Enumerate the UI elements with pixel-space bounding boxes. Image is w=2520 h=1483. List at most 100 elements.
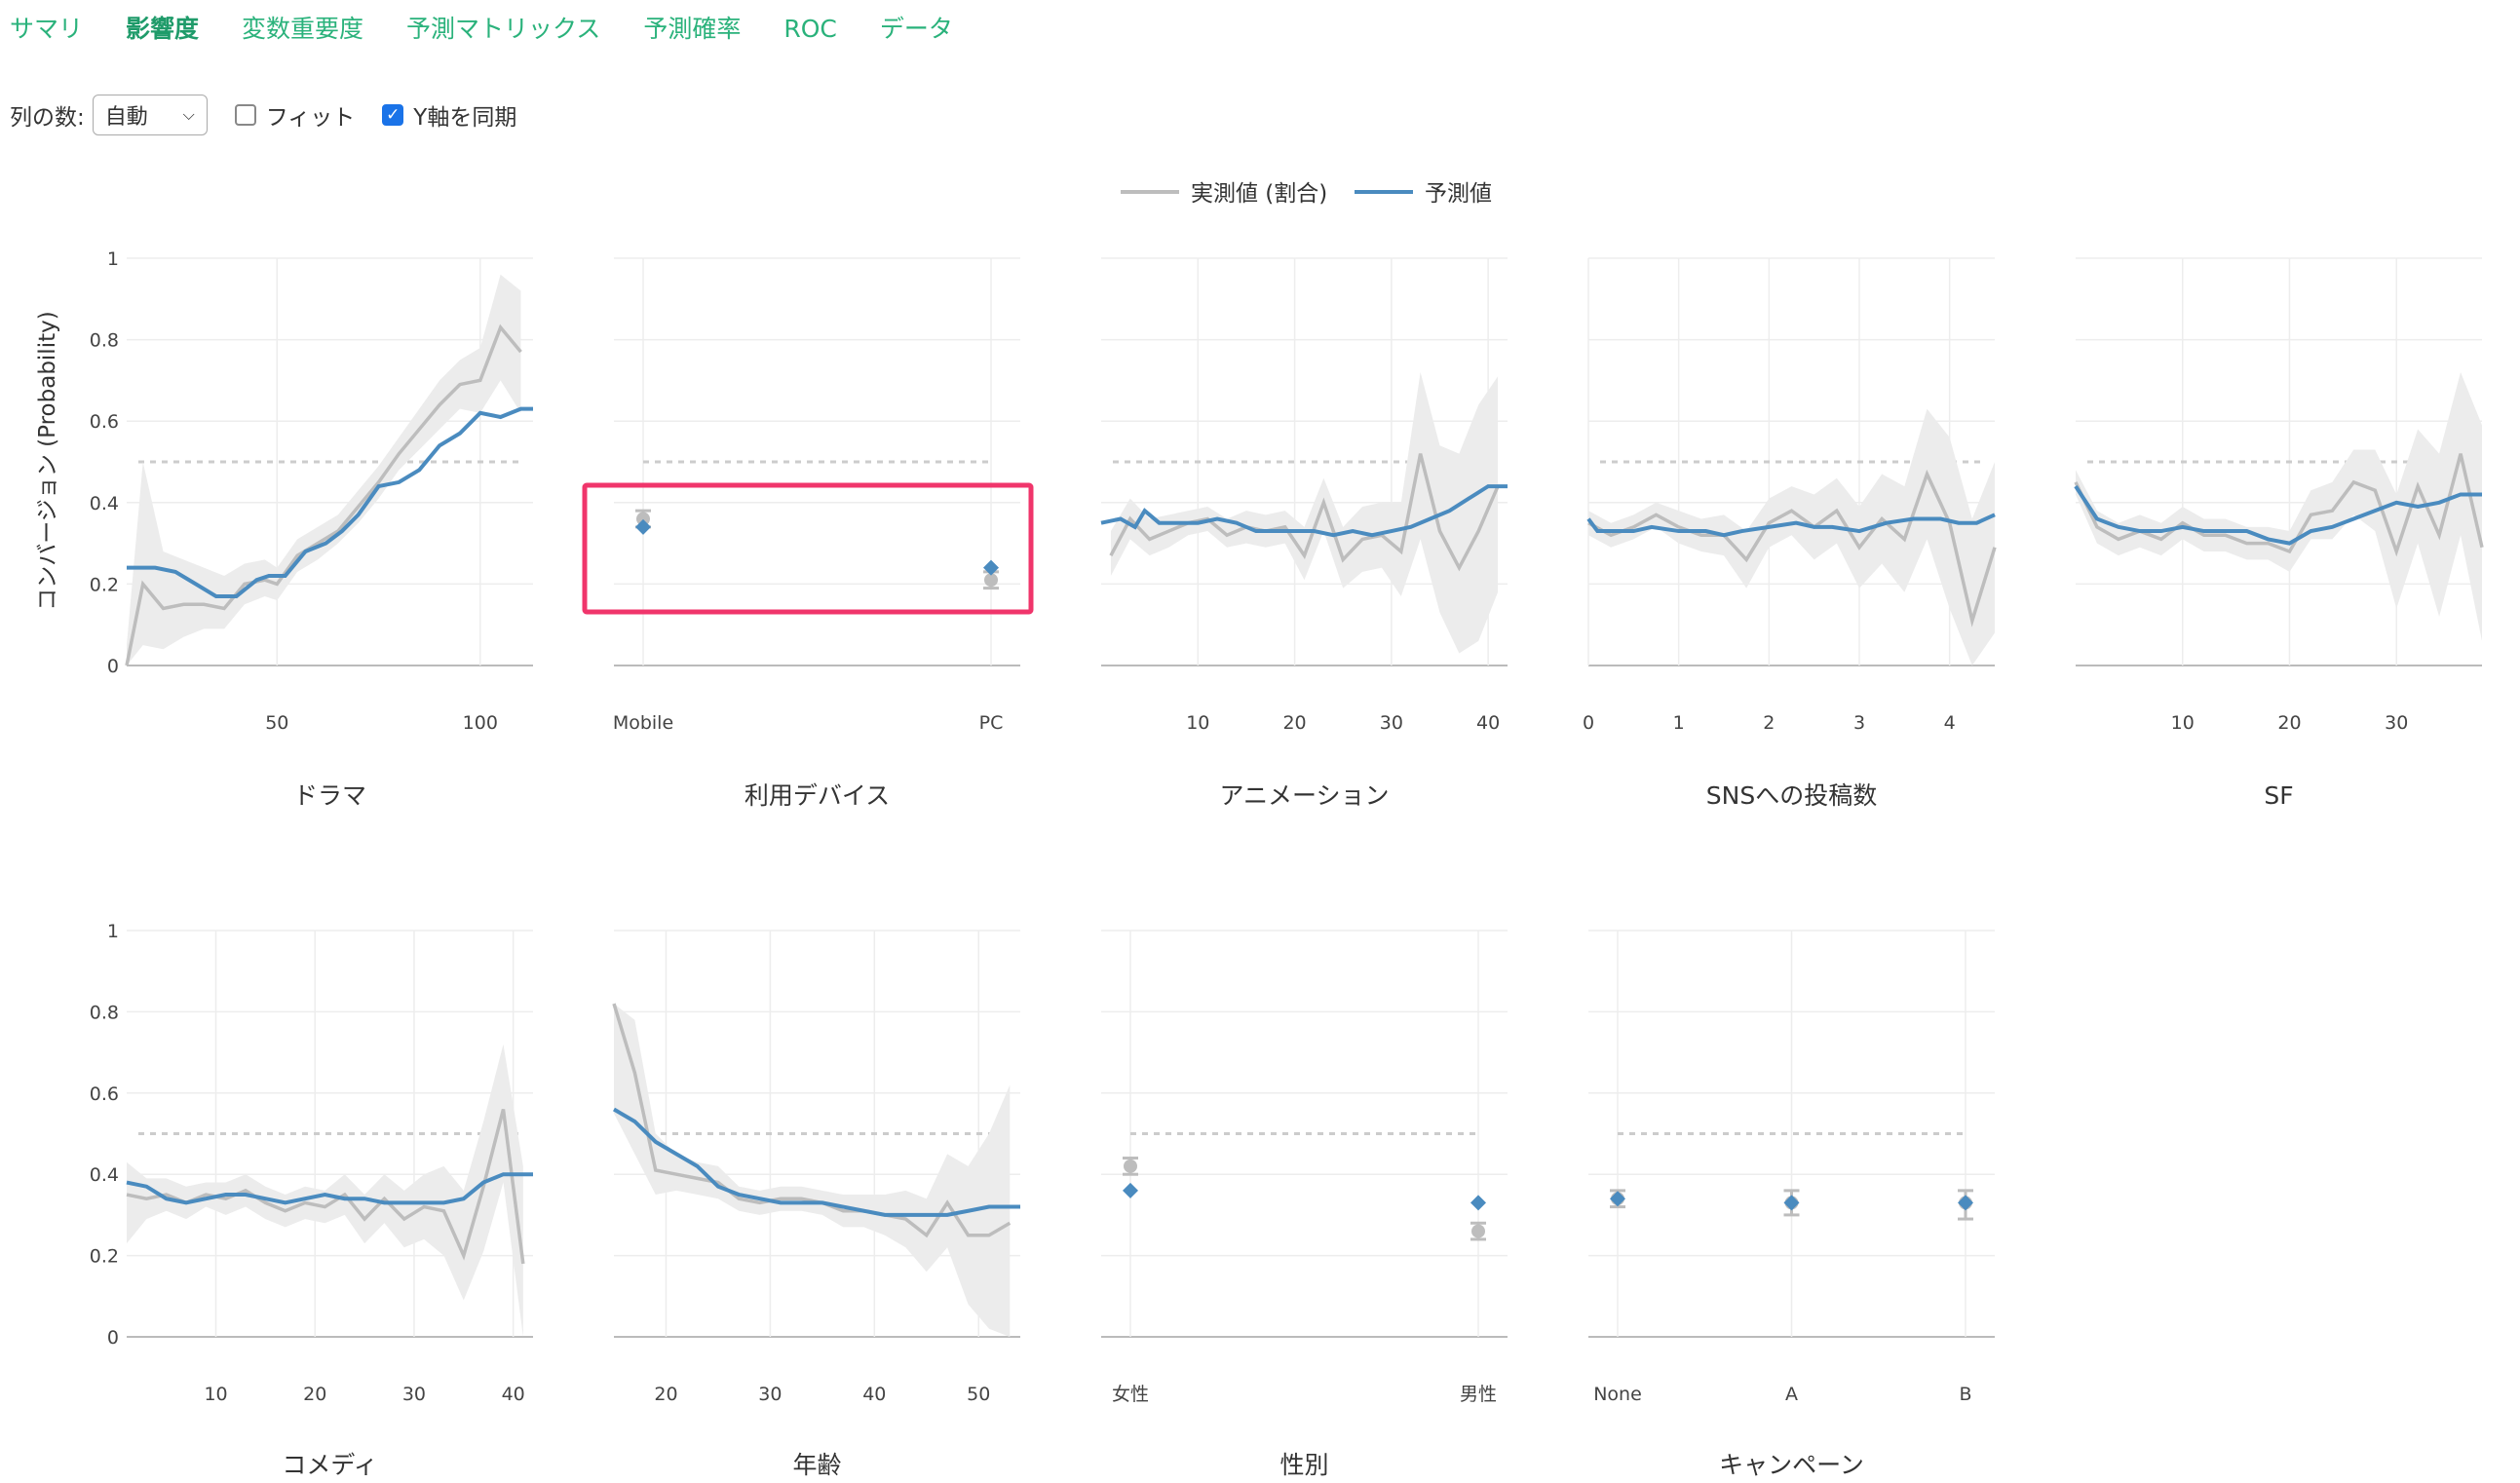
x-tick-label: 50 [265, 712, 288, 734]
series-predicted [1586, 513, 1996, 538]
y-tick-label: 0.2 [90, 1246, 119, 1268]
panel-title: 利用デバイス [745, 781, 890, 810]
chevron-down-icon: ⌵ [182, 105, 195, 124]
tab-data[interactable]: データ [879, 15, 953, 43]
y-tick-label: 0.6 [90, 411, 119, 433]
predicted-point [1958, 1195, 1973, 1211]
x-tick-label: PC [979, 712, 1004, 734]
panel-title: キャンペーン [1719, 1451, 1864, 1479]
confidence-band [614, 1004, 1011, 1337]
y-tick-label: 0 [107, 656, 119, 677]
y-tick-label: 0.8 [90, 330, 119, 352]
columns-select-value: 自動 [104, 105, 148, 130]
y-tick-label: 0.8 [90, 1002, 119, 1023]
panel-1: 0 0.2 0.4 0.6 0.8 1 50 100 ドラマ [90, 248, 533, 810]
confidence-band [1588, 408, 1995, 665]
series-actual [1587, 469, 1997, 627]
x-tick-label: 50 [967, 1384, 990, 1405]
series-predicted [2074, 484, 2482, 546]
panel-title: 性別 [1279, 1451, 1328, 1479]
x-tick-label: 20 [2277, 712, 2301, 734]
panel-9: None A B キャンペーン [1588, 930, 1995, 1479]
x-tick-label: A [1785, 1384, 1798, 1405]
x-tick-label: 40 [1476, 712, 1500, 734]
x-tick-label: 男性 [1460, 1384, 1497, 1405]
x-tick-label: 1 [1673, 712, 1685, 734]
tab-bar: サマリ 影響度 変数重要度 予測マトリックス 予測確率 ROC データ [0, 10, 986, 49]
confidence-band [127, 1044, 523, 1337]
highlight-box [582, 482, 1034, 615]
y-tick-label: 1 [107, 248, 119, 270]
series-actual [612, 1003, 1012, 1238]
panel-title: SF [2264, 781, 2293, 810]
y-tick-label: 0.2 [90, 574, 119, 595]
predicted-point [1783, 1195, 1800, 1211]
x-tick-label: 30 [1380, 712, 1403, 734]
y-tick-label: 1 [107, 921, 119, 942]
tab-roc[interactable]: ROC [783, 15, 837, 43]
panel-2: Mobile PC 利用デバイス [582, 257, 1034, 810]
panel-3: 10 20 30 40 アニメーション [1100, 257, 1508, 810]
x-tick-label: 10 [204, 1384, 227, 1405]
tab-prediction-probability[interactable]: 予測確率 [643, 15, 742, 43]
x-tick-label: 0 [1583, 712, 1594, 734]
series-predicted [126, 1172, 533, 1205]
x-tick-label: 30 [758, 1384, 782, 1405]
legend-label: 予測値 [1425, 181, 1492, 207]
x-tick-label: 30 [2385, 712, 2408, 734]
x-tick-label: Mobile [613, 712, 673, 734]
sync-y-checkbox[interactable]: ✓ Y軸を同期 [382, 98, 516, 132]
y-axis-title: コンバージョン (Probability) [35, 311, 60, 610]
y-tick-label: 0.6 [90, 1084, 119, 1105]
series-actual [125, 323, 522, 666]
actual-point [1124, 1159, 1137, 1173]
panel-title: SNSへの投稿数 [1706, 781, 1877, 810]
actual-point [1471, 1224, 1485, 1238]
panel-title: コメディ [282, 1451, 377, 1479]
fit-checkbox-box[interactable] [234, 104, 256, 126]
panel-title: ドラマ [293, 781, 366, 810]
tab-summary[interactable]: サマリ [10, 15, 84, 43]
predicted-point [1123, 1182, 1138, 1198]
y-tick-label: 0.4 [90, 1164, 119, 1186]
fit-checkbox[interactable]: フィット [234, 98, 356, 132]
tab-impact[interactable]: 影響度 [126, 15, 200, 43]
legend-label: 実測値 (割合) [1191, 181, 1327, 207]
tab-prediction-matrix[interactable]: 予測マトリックス [406, 15, 601, 43]
x-tick-label: None [1593, 1384, 1642, 1405]
x-tick-label: 20 [654, 1384, 677, 1405]
x-tick-label: B [1959, 1384, 1971, 1405]
sync-y-checkbox-box[interactable]: ✓ [382, 104, 404, 126]
x-tick-label: 20 [303, 1384, 326, 1405]
x-tick-label: 2 [1763, 712, 1775, 734]
sync-y-label: Y軸を同期 [413, 105, 517, 131]
fit-label: フィット [265, 105, 356, 131]
x-tick-label: 40 [862, 1384, 886, 1405]
series-actual [1109, 453, 1500, 572]
x-tick-label: 女性 [1112, 1384, 1149, 1405]
columns-select[interactable]: 自動 ⌵ [92, 95, 208, 135]
x-tick-label: 40 [502, 1384, 525, 1405]
legend: 実測値 (割合) 予測値 [1121, 181, 1492, 207]
x-tick-label: 10 [2171, 712, 2195, 734]
series-predicted [1100, 484, 1508, 538]
panel-title: 年齢 [792, 1451, 841, 1479]
panel-4: 0 1 2 3 4 SNSへの投稿数 [1583, 257, 1997, 810]
x-tick-label: 4 [1944, 712, 1956, 734]
y-tick-label: 0.4 [90, 493, 119, 514]
panel-6: 0 0.2 0.4 0.6 0.8 1 10 20 30 40 コメディ [90, 921, 533, 1479]
predicted-point [1610, 1191, 1625, 1207]
tab-variable-importance[interactable]: 変数重要度 [242, 15, 364, 43]
series-predicted [612, 1107, 1020, 1217]
x-tick-label: 3 [1853, 712, 1865, 734]
x-tick-label: 20 [1282, 712, 1306, 734]
panel-5: 10 20 30 SF [2074, 257, 2484, 810]
actual-point [984, 573, 998, 588]
predicted-point [635, 518, 651, 535]
series-predicted [127, 406, 533, 598]
panel-7: 20 30 40 50 年齢 [612, 930, 1020, 1479]
columns-label: 列の数: [10, 105, 85, 131]
confidence-band [1110, 372, 1499, 654]
